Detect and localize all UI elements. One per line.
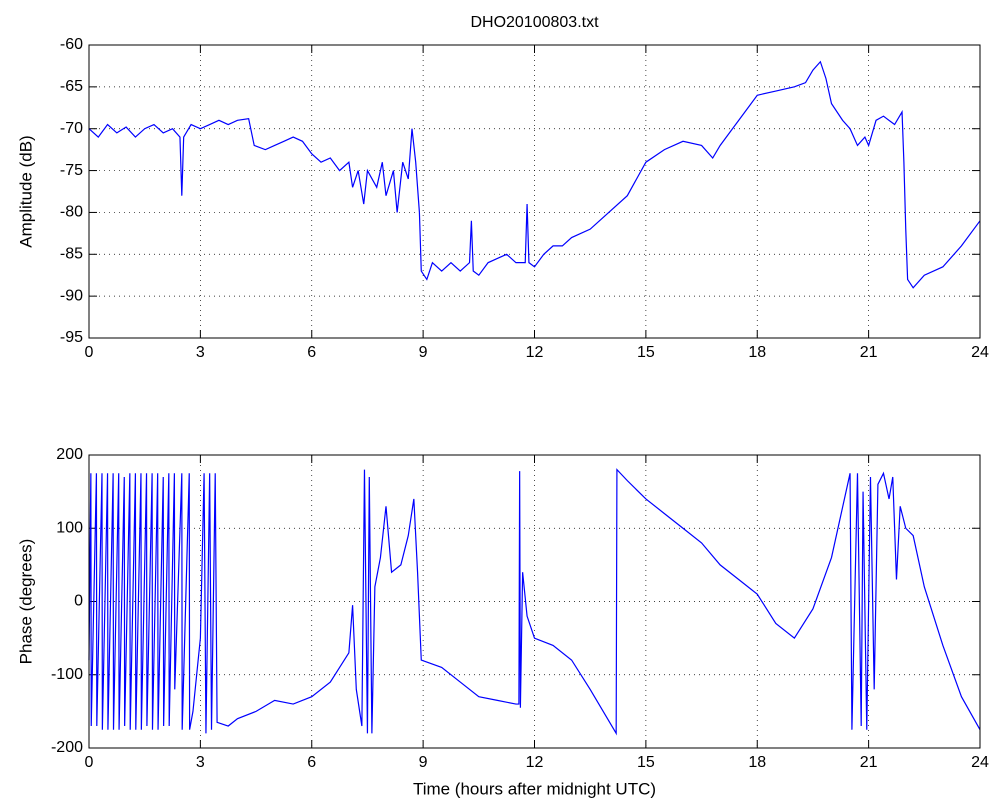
- x-tick-label: 24: [971, 754, 989, 771]
- x-tick-label: 6: [307, 344, 316, 361]
- y-tick-label: -60: [60, 36, 83, 53]
- x-tick-label: 0: [85, 344, 94, 361]
- y-tick-label: -95: [60, 329, 83, 346]
- x-tick-label: 12: [526, 344, 544, 361]
- x-tick-label: 9: [419, 754, 428, 771]
- y-tick-label: -85: [60, 246, 83, 263]
- x-axis-label: Time (hours after midnight UTC): [413, 779, 656, 798]
- x-tick-label: 24: [971, 344, 989, 361]
- y-tick-label: -65: [60, 78, 83, 95]
- y-tick-label: 100: [56, 519, 83, 536]
- y-axis-label: Amplitude (dB): [16, 135, 35, 247]
- y-tick-label: -200: [51, 739, 83, 756]
- data-line: [88, 60, 981, 289]
- x-tick-label: 12: [526, 754, 544, 771]
- y-tick-label: -75: [60, 162, 83, 179]
- data-line: [88, 468, 981, 736]
- axes-frame: [88, 44, 981, 339]
- x-tick-label: 21: [860, 344, 878, 361]
- x-tick-label: 21: [860, 754, 878, 771]
- y-axis-label: Phase (degrees): [16, 539, 35, 665]
- x-tick-label: 18: [748, 754, 766, 771]
- x-tick-label: 15: [637, 754, 655, 771]
- x-tick-label: 3: [196, 754, 205, 771]
- x-tick-label: 0: [85, 754, 94, 771]
- y-tick-label: -70: [60, 120, 83, 137]
- y-tick-label: -100: [51, 666, 83, 683]
- y-tick-label: 200: [56, 446, 83, 463]
- x-tick-label: 3: [196, 344, 205, 361]
- y-tick-label: -80: [60, 204, 83, 221]
- plot-area: [89, 45, 980, 338]
- x-tick-label: 6: [307, 754, 316, 771]
- y-tick-label: -90: [60, 287, 83, 304]
- y-tick-label: 0: [74, 593, 83, 610]
- x-tick-label: 18: [748, 344, 766, 361]
- chart-title: DHO20100803.txt: [470, 14, 599, 31]
- x-tick-label: 15: [637, 344, 655, 361]
- x-tick-label: 9: [419, 344, 428, 361]
- axes-frame: [88, 454, 981, 749]
